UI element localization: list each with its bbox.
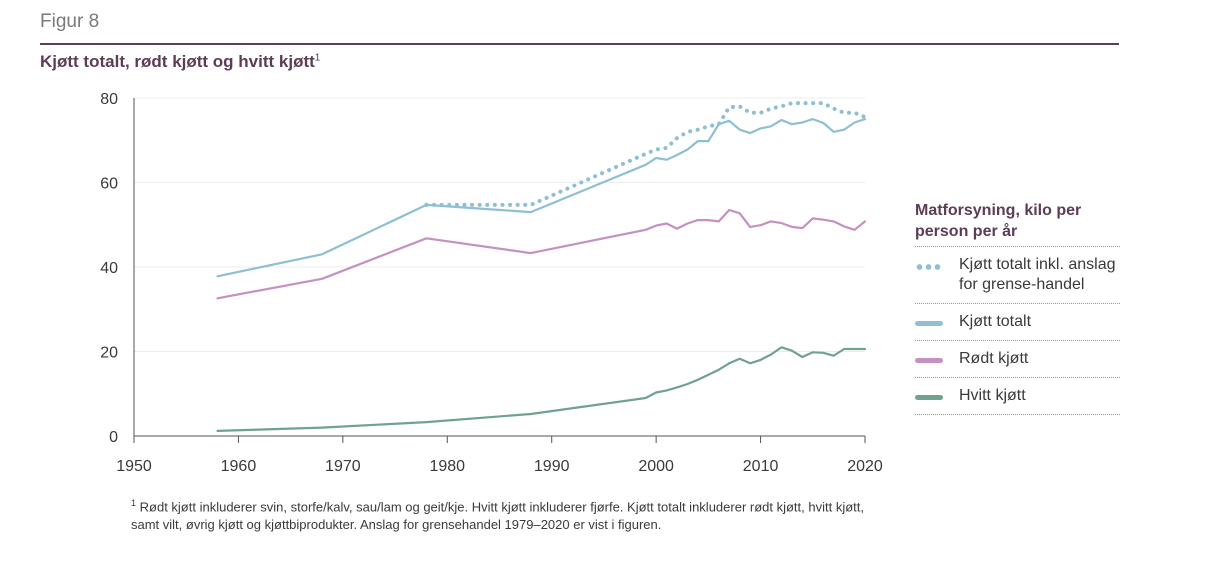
legend-label: Kjøtt totalt	[959, 313, 1032, 330]
legend-title: Matforsyning, kilo per person per år	[915, 200, 1120, 247]
legend-item-hvitt-kjott: Hvitt kjøtt	[915, 378, 1120, 415]
x-tick-label: 2000	[638, 458, 674, 475]
y-tick-label: 40	[100, 260, 118, 277]
chart-title-text: Kjøtt totalt, rødt kjøtt og hvitt kjøtt	[40, 52, 315, 71]
legend-swatch	[915, 264, 943, 270]
x-tick-label: 2010	[743, 458, 779, 475]
y-tick-label: 60	[100, 176, 118, 193]
footnote-text: Rødt kjøtt inkluderer svin, storfe/kalv,…	[131, 499, 864, 533]
series-line-2	[216, 208, 867, 300]
title-footnote-marker: 1	[314, 52, 321, 64]
legend-item-rodt-kjott: Rødt kjøtt	[915, 341, 1120, 378]
y-tick-label: 0	[109, 429, 118, 446]
legend-label: Rødt kjøtt	[959, 350, 1029, 367]
legend-label: Hvitt kjøtt	[959, 387, 1026, 404]
x-tick-label: 1950	[116, 458, 152, 475]
legend-swatch	[915, 395, 943, 400]
y-tick-label: 20	[100, 345, 118, 362]
x-tick-label: 1990	[534, 458, 570, 475]
legend-label: Kjøtt totalt inkl. anslag for grense-han…	[959, 256, 1116, 293]
title-divider	[40, 43, 1119, 45]
series-line-1	[216, 117, 867, 278]
footnote-marker: 1	[131, 498, 137, 508]
x-tick-label: 2020	[847, 458, 883, 475]
legend-swatch	[915, 358, 943, 363]
footnote: 1 Rødt kjøtt inkluderer svin, storfe/kal…	[131, 494, 891, 534]
y-tick-label: 80	[100, 91, 118, 108]
legend-item-kjott-totalt-grensehandel: Kjøtt totalt inkl. anslag for grense-han…	[915, 247, 1120, 304]
legend-item-kjott-totalt: Kjøtt totalt	[915, 304, 1120, 341]
x-tick-label: 1960	[221, 458, 257, 475]
x-tick-label: 1970	[325, 458, 361, 475]
series-line-3	[216, 346, 867, 432]
legend: Matforsyning, kilo per person per år Kjø…	[915, 200, 1120, 415]
series-line-0	[424, 101, 867, 207]
figure-label: Figur 8	[40, 11, 100, 32]
chart-title: Kjøtt totalt, rødt kjøtt og hvitt kjøtt1	[40, 52, 320, 72]
legend-swatch	[915, 321, 943, 326]
x-tick-label: 1980	[429, 458, 465, 475]
